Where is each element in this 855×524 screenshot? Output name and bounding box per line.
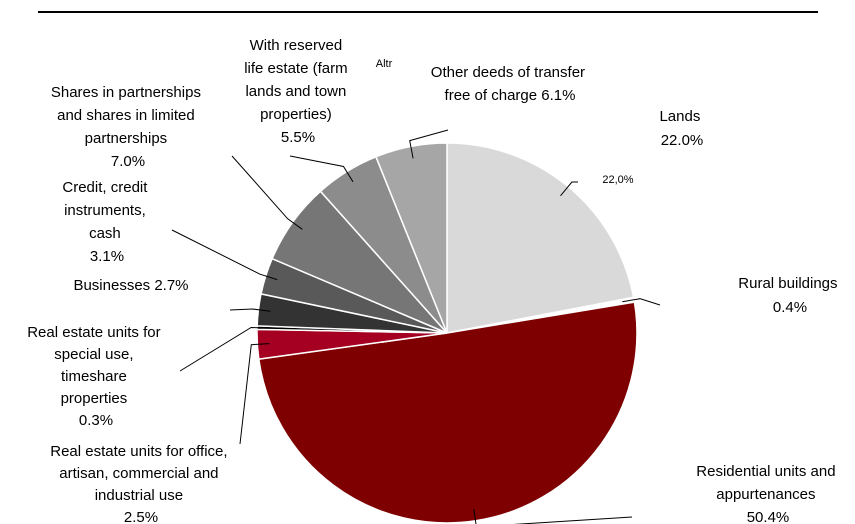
pie-slices (256, 142, 638, 524)
label-lands: Lands 22.0% (659, 108, 704, 149)
leader-line-4 (179, 326, 270, 372)
leader-line-1 (622, 298, 661, 306)
leader-line-9 (409, 129, 449, 159)
label-special-use: Real estate units for special use, times… (27, 324, 165, 429)
leader-line-2 (473, 508, 633, 524)
label-shares: Shares in partnerships and shares in lim… (51, 84, 205, 170)
leader-line-0 (560, 181, 578, 197)
leader-line-7 (231, 155, 303, 230)
leader-line-3 (239, 343, 270, 445)
overlap-fragment-altr: Altr (376, 58, 393, 70)
label-reserved-life-estate: With reserved life estate (farm lands an… (244, 37, 352, 146)
label-credit: Credit, credit instruments, cash 3.1% (62, 179, 151, 265)
label-residential: Residential units and appurtenances 50.4… (696, 463, 839, 524)
leader-line-5 (229, 308, 271, 312)
leader-line-6 (171, 229, 278, 281)
leader-line-8 (289, 155, 354, 183)
label-office: Real estate units for office, artisan, c… (50, 443, 232, 524)
leader-lines (171, 129, 661, 524)
label-businesses: Businesses 2.7% (73, 277, 188, 294)
label-rural-buildings: Rural buildings 0.4% (738, 275, 841, 316)
label-other-deeds: Other deeds of transfer free of charge 6… (431, 64, 589, 104)
overlap-fragment-lands: 22,0% (602, 174, 633, 186)
